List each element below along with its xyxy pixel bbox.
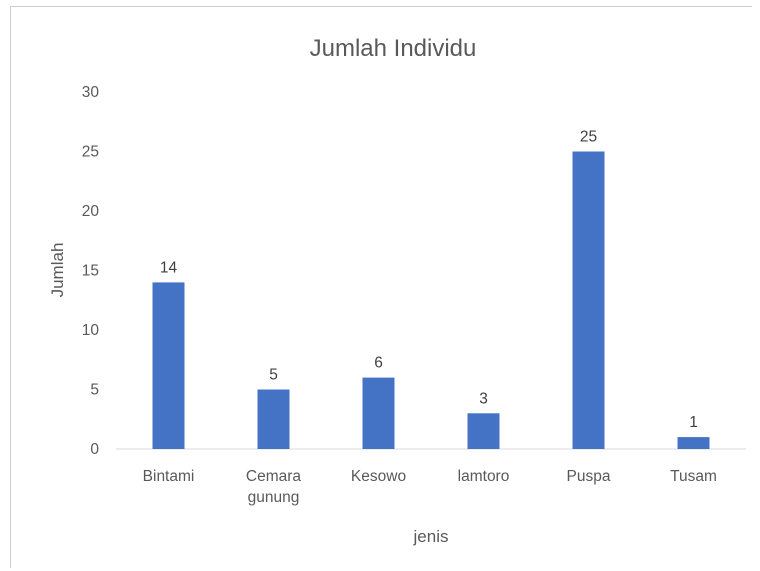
bar	[362, 377, 395, 449]
bar	[152, 282, 185, 449]
x-tick-label: Cemara	[246, 468, 302, 485]
x-axis-title: jenis	[413, 527, 449, 546]
bar	[257, 389, 290, 449]
y-axis-ticks: 0 5 10 15 20 25 30	[82, 84, 100, 458]
data-label: 14	[160, 259, 178, 276]
bars	[152, 151, 710, 449]
x-tick-label: Tusam	[670, 468, 717, 485]
data-label: 5	[269, 367, 278, 384]
y-tick-label: 0	[90, 441, 99, 458]
x-axis-ticks: Bintami Cemara gunung Kesowo lamtoro Puspa Tus…	[143, 468, 717, 506]
y-tick-label: 15	[82, 263, 99, 280]
data-label: 1	[689, 414, 698, 431]
y-tick-label: 10	[82, 322, 100, 339]
bar	[467, 413, 500, 449]
x-tick-label: Kesowo	[351, 468, 406, 485]
bar	[677, 437, 710, 449]
data-label: 6	[374, 355, 383, 372]
bar	[572, 151, 605, 449]
x-tick-label: Puspa	[567, 468, 611, 485]
data-label: 25	[580, 129, 597, 146]
x-tick-label: gunung	[248, 489, 300, 506]
y-tick-label: 20	[82, 203, 100, 220]
y-axis-title: Jumlah	[48, 243, 67, 298]
y-tick-label: 25	[82, 144, 99, 161]
data-label: 3	[479, 390, 488, 407]
x-tick-label: Bintami	[143, 468, 195, 485]
chart-title: Jumlah Individu	[310, 35, 477, 62]
x-tick-label: lamtoro	[458, 468, 510, 485]
y-tick-label: 30	[82, 84, 100, 101]
data-labels: 14 5 6 3 25 1	[160, 129, 698, 432]
chart-frame	[10, 6, 752, 568]
y-tick-label: 5	[90, 382, 99, 399]
